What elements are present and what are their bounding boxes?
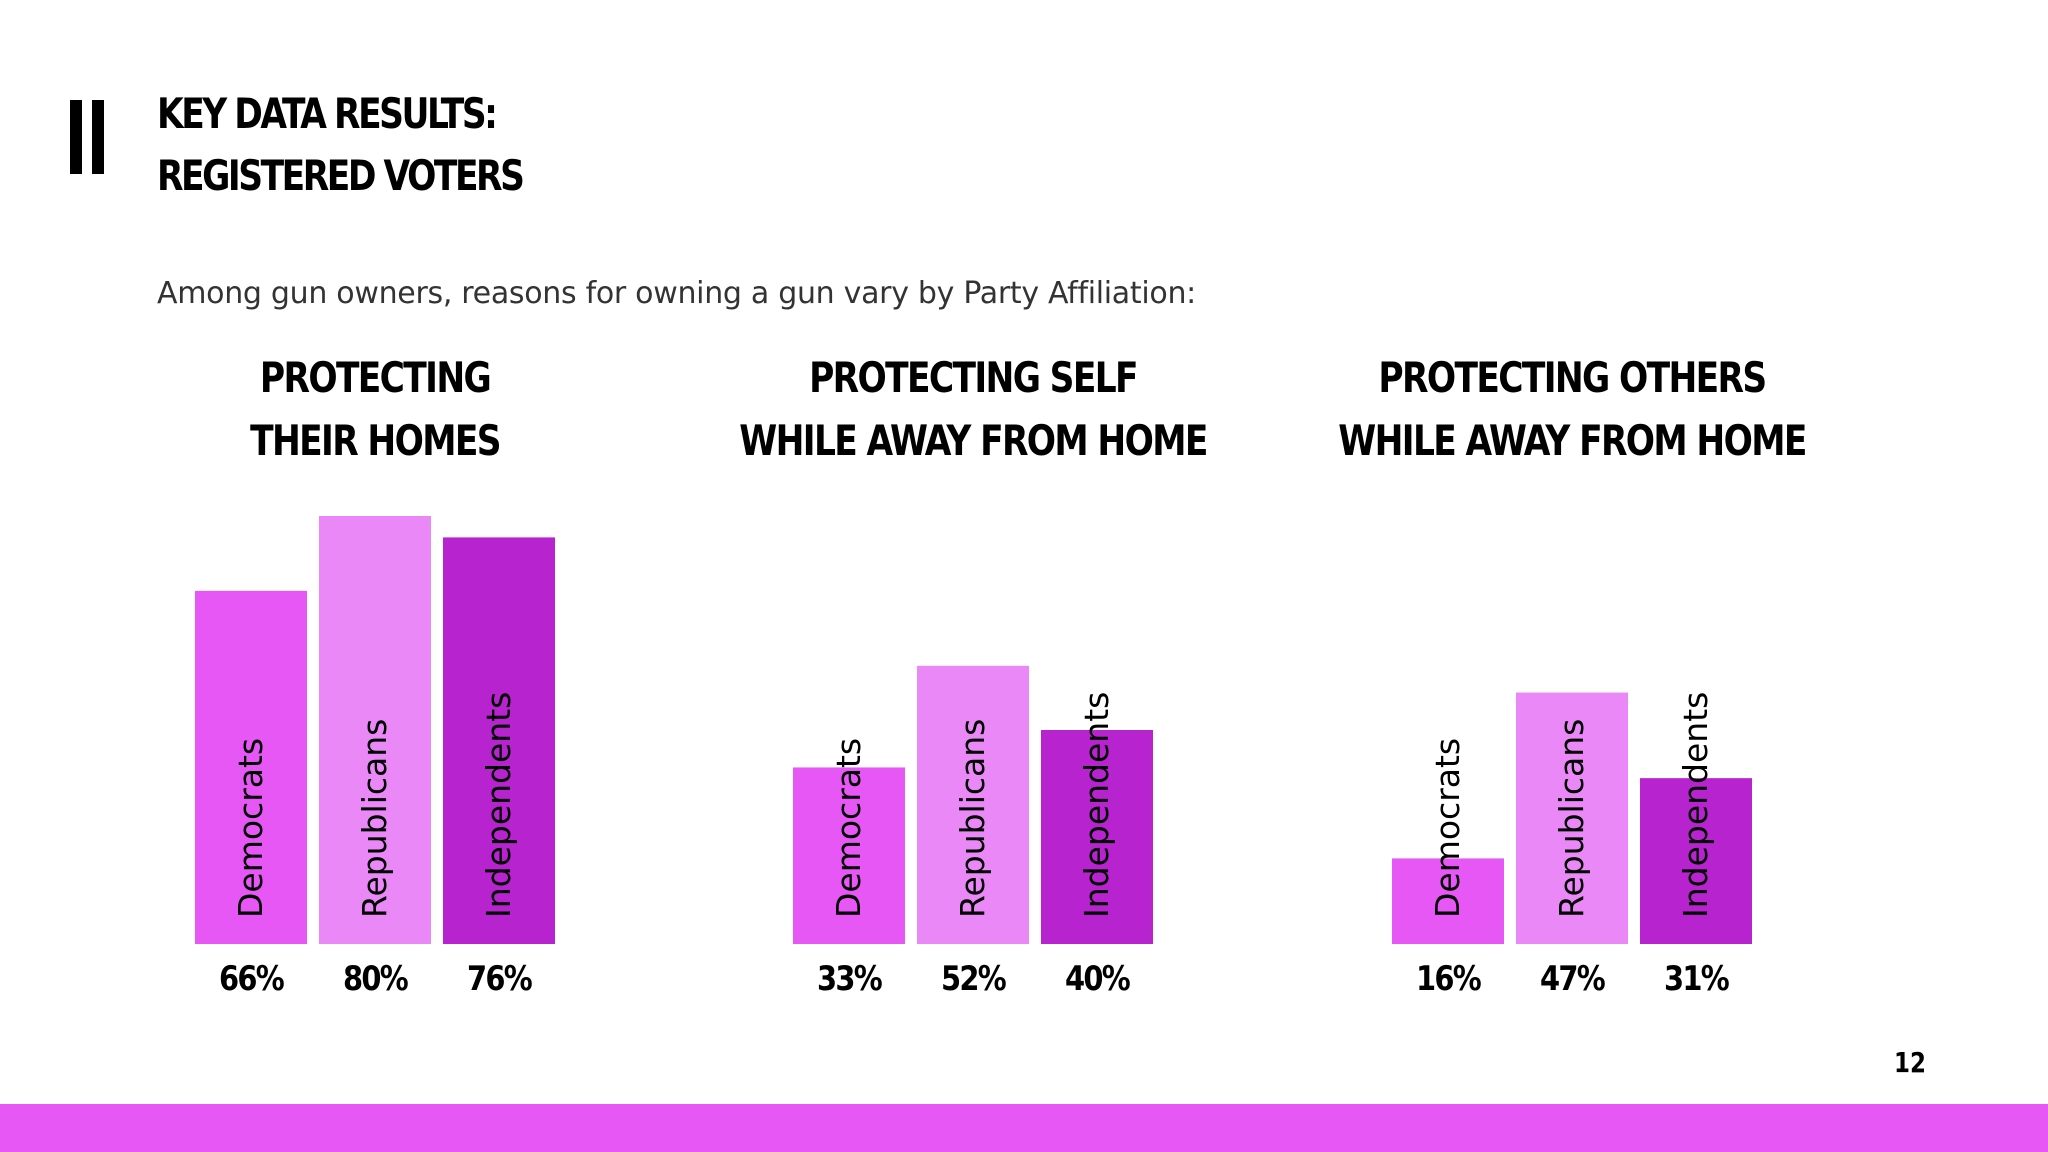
chart-1-bar-republicans (319, 516, 431, 944)
chart-1-bar-democrats (195, 590, 307, 944)
chart-1-value-label-democrats: 66% (219, 960, 284, 999)
chart-2-value-label-republicans: 52% (941, 960, 1006, 999)
double-bar-icon-right (92, 100, 104, 174)
page-number: 12 (1894, 1046, 1926, 1079)
footer-band (0, 1104, 2048, 1152)
chart-1-bar-independents (443, 537, 555, 944)
chart-2-bar-independents (1041, 730, 1153, 944)
chart-1-title-line-1: PROTECTING (260, 354, 490, 403)
chart-2-title-line-1: PROTECTING SELF (809, 354, 1137, 403)
chart-1-category-label-republicans: Republicans (355, 719, 394, 918)
page-title-line-2: REGISTERED VOTERS (157, 151, 525, 200)
chart-2-category-label-republicans: Republicans (953, 719, 992, 918)
page-subtitle: Among gun owners, reasons for owning a g… (157, 276, 1196, 311)
chart-3-value-label-independents: 31% (1664, 960, 1729, 999)
chart-3-value-label-republicans: 47% (1540, 960, 1605, 999)
chart-3-bar-democrats (1392, 858, 1504, 944)
chart-1-category-label-independents: Independents (479, 692, 518, 918)
chart-3-bar-independents (1640, 778, 1752, 944)
chart-2-category-label-democrats: Democrats (829, 738, 868, 918)
chart-2: PROTECTING SELF WHILE AWAY FROM HOME Democ… (739, 354, 1208, 999)
chart-2-value-label-independents: 40% (1065, 960, 1130, 999)
chart-3-title-line-2: WHILE AWAY FROM HOME (1338, 417, 1805, 466)
chart-1-value-label-independents: 76% (467, 960, 532, 999)
chart-3-category-label-democrats: Democrats (1428, 738, 1467, 918)
chart-1: PROTECTING THEIR HOMES Democrats 66% Republi… (195, 354, 555, 999)
chart-2-value-label-democrats: 33% (817, 960, 882, 999)
chart-3-category-label-independents: Independents (1676, 692, 1715, 918)
double-bar-icon-left (70, 100, 82, 174)
chart-1-value-label-republicans: 80% (343, 960, 408, 999)
double-bar-icon (70, 100, 104, 174)
chart-3-bar-republicans (1516, 692, 1628, 944)
page-title-line-1: KEY DATA RESULTS: (157, 89, 498, 138)
chart-3-value-label-democrats: 16% (1416, 960, 1481, 999)
chart-1-category-label-democrats: Democrats (231, 738, 270, 918)
chart-3-category-label-republicans: Republicans (1552, 719, 1591, 918)
chart-2-bar-democrats (793, 767, 905, 944)
chart-3: PROTECTING OTHERS WHILE AWAY FROM HOME Dem… (1338, 354, 1807, 999)
chart-2-category-label-independents: Independents (1077, 692, 1116, 918)
chart-3-title-line-1: PROTECTING OTHERS (1378, 354, 1765, 403)
chart-2-title-line-2: WHILE AWAY FROM HOME (739, 417, 1206, 466)
chart-2-bar-republicans (917, 665, 1029, 944)
chart-1-title-line-2: THEIR HOMES (250, 417, 500, 466)
